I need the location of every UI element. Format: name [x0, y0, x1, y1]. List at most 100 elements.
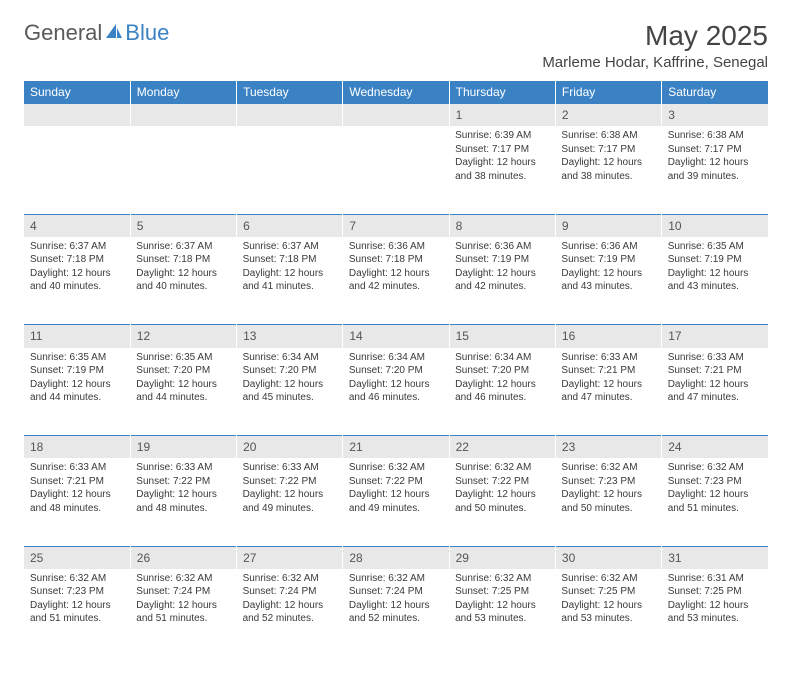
- day-number-cell: 14: [343, 325, 449, 348]
- sunset-text: Sunset: 7:18 PM: [136, 253, 230, 267]
- sunrise-text: Sunrise: 6:38 AM: [561, 129, 655, 143]
- day-details-cell: Sunrise: 6:31 AMSunset: 7:25 PMDaylight:…: [662, 569, 768, 657]
- day1-text: Daylight: 12 hours: [561, 599, 655, 613]
- day-number-cell: 20: [237, 436, 343, 459]
- day2-text: and 45 minutes.: [243, 391, 337, 405]
- day2-text: and 51 minutes.: [136, 612, 230, 626]
- sunrise-text: Sunrise: 6:33 AM: [668, 351, 762, 365]
- day1-text: Daylight: 12 hours: [561, 156, 655, 170]
- day2-text: and 51 minutes.: [30, 612, 124, 626]
- day-details-cell: Sunrise: 6:36 AMSunset: 7:19 PMDaylight:…: [449, 237, 555, 325]
- day-number-cell: 4: [24, 214, 130, 237]
- details-row: Sunrise: 6:37 AMSunset: 7:18 PMDaylight:…: [24, 237, 768, 325]
- sunrise-text: Sunrise: 6:37 AM: [243, 240, 337, 254]
- day-number-cell: 15: [449, 325, 555, 348]
- day1-text: Daylight: 12 hours: [668, 488, 762, 502]
- day1-text: Daylight: 12 hours: [30, 599, 124, 613]
- day1-text: Daylight: 12 hours: [30, 488, 124, 502]
- day-header: Wednesday: [343, 81, 449, 104]
- logo-sail-icon: [104, 20, 124, 46]
- sunset-text: Sunset: 7:17 PM: [561, 143, 655, 157]
- day-number-cell: 29: [449, 546, 555, 569]
- day1-text: Daylight: 12 hours: [561, 488, 655, 502]
- day2-text: and 48 minutes.: [30, 502, 124, 516]
- day2-text: and 43 minutes.: [668, 280, 762, 294]
- sunrise-text: Sunrise: 6:37 AM: [30, 240, 124, 254]
- day-details-cell: Sunrise: 6:39 AMSunset: 7:17 PMDaylight:…: [449, 126, 555, 214]
- day-details-cell: [237, 126, 343, 214]
- sunset-text: Sunset: 7:21 PM: [668, 364, 762, 378]
- day-details-cell: Sunrise: 6:35 AMSunset: 7:19 PMDaylight:…: [662, 237, 768, 325]
- details-row: Sunrise: 6:35 AMSunset: 7:19 PMDaylight:…: [24, 348, 768, 436]
- day-details-cell: Sunrise: 6:34 AMSunset: 7:20 PMDaylight:…: [343, 348, 449, 436]
- sunrise-text: Sunrise: 6:33 AM: [30, 461, 124, 475]
- day-details-cell: [130, 126, 236, 214]
- day-details-cell: [343, 126, 449, 214]
- calendar-table: Sunday Monday Tuesday Wednesday Thursday…: [24, 81, 768, 657]
- sunrise-text: Sunrise: 6:32 AM: [349, 461, 443, 475]
- day-details-cell: Sunrise: 6:32 AMSunset: 7:24 PMDaylight:…: [237, 569, 343, 657]
- sunset-text: Sunset: 7:23 PM: [668, 475, 762, 489]
- day2-text: and 46 minutes.: [455, 391, 549, 405]
- day-number-cell: 10: [662, 214, 768, 237]
- sunrise-text: Sunrise: 6:32 AM: [243, 572, 337, 586]
- sunset-text: Sunset: 7:18 PM: [349, 253, 443, 267]
- sunrise-text: Sunrise: 6:32 AM: [30, 572, 124, 586]
- sunrise-text: Sunrise: 6:37 AM: [136, 240, 230, 254]
- day-details-cell: Sunrise: 6:32 AMSunset: 7:23 PMDaylight:…: [662, 458, 768, 546]
- sunset-text: Sunset: 7:20 PM: [455, 364, 549, 378]
- day1-text: Daylight: 12 hours: [561, 267, 655, 281]
- sunrise-text: Sunrise: 6:36 AM: [455, 240, 549, 254]
- sunrise-text: Sunrise: 6:36 AM: [561, 240, 655, 254]
- day-details-cell: Sunrise: 6:34 AMSunset: 7:20 PMDaylight:…: [449, 348, 555, 436]
- sunset-text: Sunset: 7:19 PM: [30, 364, 124, 378]
- sunrise-text: Sunrise: 6:32 AM: [349, 572, 443, 586]
- sunset-text: Sunset: 7:20 PM: [136, 364, 230, 378]
- logo-text-1: General: [24, 20, 102, 46]
- sunrise-text: Sunrise: 6:33 AM: [136, 461, 230, 475]
- day2-text: and 42 minutes.: [455, 280, 549, 294]
- day2-text: and 39 minutes.: [668, 170, 762, 184]
- day-number-cell: 12: [130, 325, 236, 348]
- location-text: Marleme Hodar, Kaffrine, Senegal: [542, 54, 768, 71]
- sunrise-text: Sunrise: 6:36 AM: [349, 240, 443, 254]
- day1-text: Daylight: 12 hours: [243, 488, 337, 502]
- day2-text: and 41 minutes.: [243, 280, 337, 294]
- day2-text: and 52 minutes.: [243, 612, 337, 626]
- sunrise-text: Sunrise: 6:32 AM: [561, 461, 655, 475]
- day1-text: Daylight: 12 hours: [136, 488, 230, 502]
- day-header-row: Sunday Monday Tuesday Wednesday Thursday…: [24, 81, 768, 104]
- sunset-text: Sunset: 7:20 PM: [349, 364, 443, 378]
- sunset-text: Sunset: 7:24 PM: [349, 585, 443, 599]
- day-details-cell: Sunrise: 6:33 AMSunset: 7:21 PMDaylight:…: [555, 348, 661, 436]
- day-number-cell: 28: [343, 546, 449, 569]
- day1-text: Daylight: 12 hours: [136, 267, 230, 281]
- day-header: Saturday: [662, 81, 768, 104]
- logo: General Blue: [24, 20, 169, 46]
- day-details-cell: Sunrise: 6:32 AMSunset: 7:24 PMDaylight:…: [130, 569, 236, 657]
- day-details-cell: Sunrise: 6:33 AMSunset: 7:22 PMDaylight:…: [237, 458, 343, 546]
- day-details-cell: [24, 126, 130, 214]
- day-header: Thursday: [449, 81, 555, 104]
- day-number-cell: 18: [24, 436, 130, 459]
- day-details-cell: Sunrise: 6:34 AMSunset: 7:20 PMDaylight:…: [237, 348, 343, 436]
- day1-text: Daylight: 12 hours: [136, 599, 230, 613]
- day1-text: Daylight: 12 hours: [455, 156, 549, 170]
- day-details-cell: Sunrise: 6:37 AMSunset: 7:18 PMDaylight:…: [130, 237, 236, 325]
- day1-text: Daylight: 12 hours: [243, 378, 337, 392]
- day1-text: Daylight: 12 hours: [243, 599, 337, 613]
- day1-text: Daylight: 12 hours: [455, 267, 549, 281]
- day2-text: and 47 minutes.: [668, 391, 762, 405]
- day-details-cell: Sunrise: 6:33 AMSunset: 7:21 PMDaylight:…: [24, 458, 130, 546]
- sunrise-text: Sunrise: 6:39 AM: [455, 129, 549, 143]
- day-details-cell: Sunrise: 6:36 AMSunset: 7:19 PMDaylight:…: [555, 237, 661, 325]
- calendar-body: 123Sunrise: 6:39 AMSunset: 7:17 PMDaylig…: [24, 104, 768, 657]
- sunrise-text: Sunrise: 6:34 AM: [349, 351, 443, 365]
- day-header: Sunday: [24, 81, 130, 104]
- sunrise-text: Sunrise: 6:34 AM: [455, 351, 549, 365]
- day-details-cell: Sunrise: 6:38 AMSunset: 7:17 PMDaylight:…: [555, 126, 661, 214]
- day2-text: and 52 minutes.: [349, 612, 443, 626]
- day-number-cell: 6: [237, 214, 343, 237]
- sunrise-text: Sunrise: 6:32 AM: [668, 461, 762, 475]
- day-details-cell: Sunrise: 6:32 AMSunset: 7:25 PMDaylight:…: [555, 569, 661, 657]
